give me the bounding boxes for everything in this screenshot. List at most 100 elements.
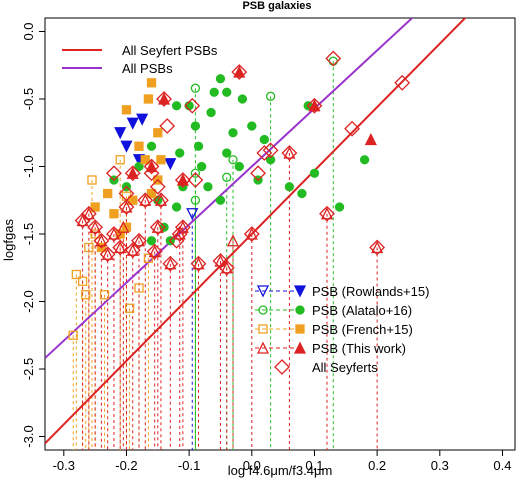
data-point xyxy=(222,148,232,158)
upper-limit-point xyxy=(71,269,81,280)
upper-limit-point xyxy=(87,175,97,185)
upper-limit-point xyxy=(186,208,199,221)
upper-limit-point xyxy=(220,261,233,274)
data-point xyxy=(156,155,166,165)
data-point xyxy=(175,148,185,158)
legend-filled-marker xyxy=(295,324,305,334)
y-tick-label: -1.5 xyxy=(21,223,36,245)
seyfert-point xyxy=(184,97,201,114)
upper-limit-point xyxy=(124,303,135,313)
y-axis: -3.0 -2.5 -2.0 -1.5 -1.0 -0.5 0.0 xyxy=(21,22,45,448)
data-markers xyxy=(68,50,411,340)
seyfert-point xyxy=(159,118,176,134)
seyfert-point xyxy=(106,165,122,182)
upper-limit-point xyxy=(95,234,108,247)
legend-fit-label: All Seyfert PSBs xyxy=(122,43,218,58)
data-point xyxy=(233,65,246,78)
x-tick-label: 0.1 xyxy=(305,458,323,473)
upper-limit-point xyxy=(228,155,238,165)
data-point xyxy=(146,78,157,88)
data-point xyxy=(171,101,182,111)
upper-limit-point xyxy=(154,193,167,206)
seyfert-point xyxy=(106,226,122,242)
data-point xyxy=(228,128,238,138)
data-point xyxy=(297,188,307,199)
seyfert-point xyxy=(325,50,342,67)
data-point xyxy=(153,128,163,138)
data-point xyxy=(203,182,213,192)
seyfert-point xyxy=(256,145,273,161)
upper-limit-point xyxy=(76,214,89,227)
upper-limit-point xyxy=(68,330,78,340)
data-point xyxy=(215,195,226,205)
legend-series-label: PSB (Rowlands+15) xyxy=(312,284,429,299)
legend-open-marker xyxy=(256,341,270,354)
data-point xyxy=(109,209,119,219)
upper-limit-point xyxy=(139,193,152,206)
seyfert-point xyxy=(124,165,141,182)
upper-limit-point xyxy=(226,234,240,247)
data-point xyxy=(265,155,276,165)
seyfert-point xyxy=(74,212,91,229)
upper-limit-point xyxy=(371,241,384,254)
legend-fit-label: All PSBs xyxy=(122,61,173,76)
upper-limit-point xyxy=(164,257,177,270)
upper-limit-point xyxy=(120,200,133,213)
data-point xyxy=(215,74,226,84)
data-point xyxy=(134,161,144,172)
seyfert-point xyxy=(281,145,298,161)
legend-open-marker xyxy=(258,305,268,315)
legend-series-label: PSB (This work) xyxy=(312,341,406,356)
fit-line xyxy=(45,18,414,359)
data-point xyxy=(126,166,139,179)
upper-limit-point xyxy=(190,83,201,93)
legend-seyfert-marker xyxy=(274,359,290,375)
seyfert-point xyxy=(153,192,169,209)
upper-limit-point xyxy=(107,227,120,240)
upper-limit-point xyxy=(192,257,205,270)
data-point xyxy=(164,158,177,171)
fit-lines xyxy=(45,18,467,445)
chart-title: PSB galaxies xyxy=(242,0,311,12)
y-tick-label: -1.0 xyxy=(21,155,36,177)
upper-limit-point xyxy=(265,91,276,101)
upper-limit-point xyxy=(148,245,161,258)
x-tick-label: 0.3 xyxy=(431,458,449,473)
data-point xyxy=(259,134,269,145)
data-point xyxy=(359,155,370,165)
data-point xyxy=(206,107,216,118)
legend-filled-marker xyxy=(295,305,305,315)
seyfert-point xyxy=(231,64,248,80)
x-axis: -0.3 -0.2 -0.1 0.0 0.1 0.2 0.3 0.4 xyxy=(53,450,512,473)
data-point xyxy=(247,121,257,131)
seyfert-point xyxy=(171,226,188,242)
seyfert-point xyxy=(87,219,104,236)
seyfert-point xyxy=(146,243,163,260)
data-point xyxy=(308,99,321,112)
seyfert-point xyxy=(124,242,141,259)
seyfert-point xyxy=(143,165,160,182)
seyfert-point xyxy=(118,185,135,202)
legend-series-label: PSB (French+15) xyxy=(312,322,413,337)
upper-limit-point xyxy=(82,207,95,220)
data-point xyxy=(234,161,244,172)
upper-limit-point xyxy=(84,242,94,253)
data-point xyxy=(222,87,232,97)
seyfert-point xyxy=(162,255,179,272)
data-point xyxy=(158,92,171,105)
data-point xyxy=(184,101,194,111)
data-point xyxy=(309,168,320,178)
seyfert-point xyxy=(190,255,207,272)
seyfert-point xyxy=(369,239,386,256)
data-point xyxy=(284,182,295,192)
seyfert-point xyxy=(306,97,323,114)
x-tick-label: 0.0 xyxy=(243,458,261,473)
y-tick-label: -3.0 xyxy=(21,425,36,447)
data-point xyxy=(190,121,201,131)
seyfert-point xyxy=(174,219,191,236)
seyfert-point xyxy=(149,178,166,195)
data-point xyxy=(193,141,204,151)
data-point xyxy=(334,202,345,212)
y-axis-label: logfgas xyxy=(1,219,16,261)
legend-seyfert-label: All Seyferts xyxy=(312,360,378,375)
